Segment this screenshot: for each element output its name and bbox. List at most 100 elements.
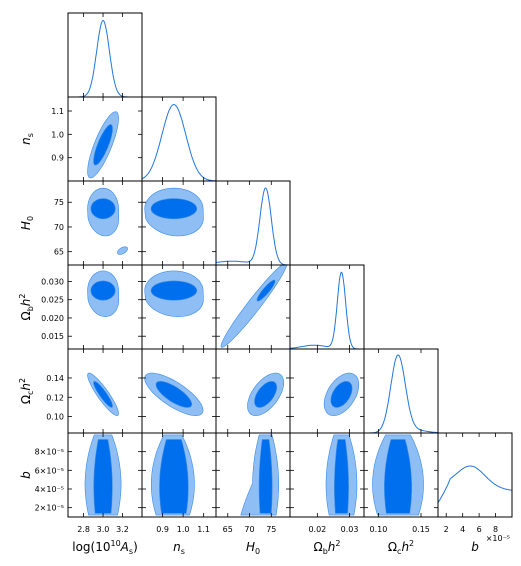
y-tick-label: 65 [54, 248, 64, 257]
panel-logA-ns [67, 96, 143, 182]
x-tick-label: 0.10 [370, 525, 388, 534]
x-tick-label: 1.0 [177, 525, 190, 534]
panel-ombh2-b [289, 432, 365, 518]
y-tick-label: 0.14 [46, 374, 64, 383]
contour-95 [220, 265, 287, 348]
y-axis-label-group: Ωch2 [18, 378, 35, 404]
panels [67, 12, 513, 518]
panel-frame [215, 180, 291, 266]
panel-b-b [437, 432, 513, 518]
x-tick-label: 2 [444, 525, 449, 534]
contour-68 [155, 381, 193, 408]
x-tick-label: 0.15 [412, 525, 430, 534]
panel-logA-logA [67, 12, 143, 98]
y-tick-label: 8×10⁻⁵ [35, 448, 64, 457]
x-tick-label: 2.8 [77, 525, 90, 534]
contour-68 [330, 381, 353, 408]
contour-68 [150, 280, 198, 301]
marginal-curve-ns [142, 104, 216, 181]
panel-ombh2-ombh2 [289, 264, 365, 350]
contour-68 [93, 439, 113, 514]
panel-logA-omch2 [67, 348, 143, 434]
x-tick-label: 0.03 [341, 525, 359, 534]
contour-68 [258, 439, 273, 514]
marginal-curve-b [438, 465, 512, 503]
panel-omch2-b [363, 432, 439, 518]
x-tick-label: 6 [477, 525, 482, 534]
panel-frame [141, 96, 217, 182]
y-tick-label: 0.9 [51, 154, 64, 163]
contour-68 [384, 439, 412, 514]
y-axis-label-ombh2: Ωbh2 [18, 294, 35, 321]
y-tick-label: 6×10⁻⁵ [35, 466, 64, 475]
y-tick-label: 2×10⁻⁵ [35, 504, 64, 513]
x-axis-label-ns: ns [173, 540, 185, 556]
x-tick-label: 75 [266, 525, 276, 534]
y-tick-label: 1.1 [51, 107, 64, 116]
x-axis-label-omch2: Ωch2 [388, 539, 414, 556]
y-tick-label: 0.030 [41, 277, 64, 286]
y-axis-label-group: ns [19, 133, 35, 145]
marginal-curve-H0 [216, 187, 290, 265]
marginal-curve-omch2 [364, 354, 438, 433]
y-axis-label-group: H0 [19, 216, 35, 230]
x-tick-label: 65 [223, 525, 233, 534]
panel-logA-b [67, 432, 143, 518]
panel-H0-H0 [215, 180, 291, 266]
panel-omch2-omch2 [363, 348, 439, 434]
y-axis-label-H0: H0 [19, 216, 35, 230]
y-tick-label: 1.0 [51, 130, 64, 139]
x-axis-label-H0: H0 [246, 540, 260, 556]
y-tick-label: 0.015 [41, 332, 64, 341]
panel-logA-H0 [67, 180, 143, 266]
x-tick-label: 0.9 [156, 525, 169, 534]
panel-ns-ns [141, 96, 217, 182]
panel-logA-ombh2 [67, 264, 143, 350]
contour-95 [117, 246, 128, 255]
contour-68 [256, 279, 276, 302]
contour-68 [150, 198, 198, 220]
y-tick-label: 4×10⁻⁵ [35, 485, 64, 494]
x-tick-label: 3.0 [97, 525, 110, 534]
panel-H0-ombh2 [215, 264, 291, 350]
tick-labels: 2.8 3.0 3.2 0.9 1.0 1.1 65 70 75 0.02 0.03 0.10 0.15… [35, 107, 510, 543]
marginal-curve-logA [68, 20, 142, 97]
y-axis-label-omch2: Ωch2 [18, 378, 35, 404]
x-axis-label-b: b [471, 540, 479, 554]
panel-ns-ombh2 [141, 264, 217, 350]
y-tick-label: 0.020 [41, 314, 64, 323]
x-tick-label: 1.1 [197, 525, 210, 534]
panel-ns-H0 [141, 180, 217, 266]
panel-frame [437, 432, 513, 518]
x-offset-label: ×10⁻⁵ [486, 534, 510, 543]
x-tick-label: 4 [460, 525, 465, 534]
panel-H0-omch2 [215, 348, 291, 434]
contour-68 [90, 280, 116, 301]
x-tick-label: 0.02 [308, 525, 326, 534]
panel-frame [289, 264, 365, 350]
contour-68 [159, 439, 189, 514]
y-axis-label-b: b [19, 471, 33, 479]
y-tick-label: 0.025 [41, 296, 64, 305]
marginal-curve-ombh2 [290, 271, 364, 349]
panel-ombh2-omch2 [289, 348, 365, 434]
panel-H0-b [215, 432, 291, 518]
y-tick-label: 0.10 [46, 413, 64, 422]
panel-ns-b [141, 432, 217, 518]
y-axis-label-group: Ωbh2 [18, 294, 35, 321]
x-axis-label-ombh2: Ωbh2 [314, 539, 341, 556]
x-tick-label: 8 [493, 525, 498, 534]
contour-68 [93, 124, 113, 166]
contour-68 [93, 381, 113, 408]
y-tick-label: 70 [54, 223, 64, 232]
y-axis-label-ns: ns [19, 133, 35, 145]
y-tick-label: 0.12 [46, 393, 64, 402]
y-axis-label-group: b [19, 471, 33, 479]
contour-68 [254, 381, 278, 408]
x-tick-label: 70 [244, 525, 254, 534]
y-tick-label: 75 [54, 198, 64, 207]
contour-68 [90, 198, 116, 220]
x-tick-label: 3.2 [116, 525, 129, 534]
